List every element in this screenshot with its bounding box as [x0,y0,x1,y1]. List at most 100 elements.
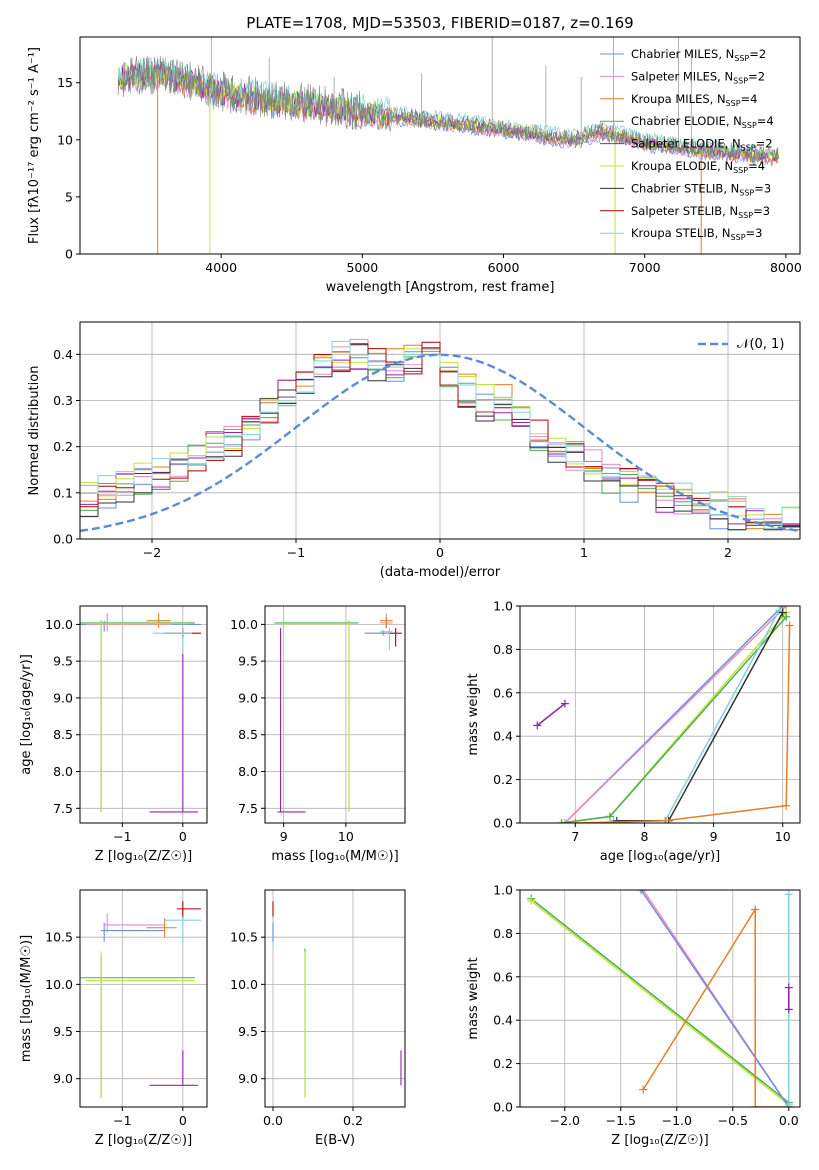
data-point [612,816,621,823]
series-chabrier-elodie [527,894,793,1107]
y-tick-label: 0.8 [493,926,513,941]
data-point [778,608,787,617]
y-tick-label: 0.2 [53,439,73,454]
y-tick-label: 8.0 [238,764,258,779]
y-tick-label: 10.0 [230,617,258,632]
legend-entry: Kroupa MILES, NSSP=4 [631,92,757,108]
y-tick-label: 9.5 [53,654,73,669]
series-line [561,612,787,823]
x-tick-label: 4000 [205,260,237,275]
y-tick-label: 9.0 [238,690,258,705]
series-kroupa-stelib [784,890,793,1107]
y-tick-label: 0.0 [493,816,513,831]
data-point [605,812,614,821]
axes-frame [79,605,208,824]
y-tick-label: 10 [57,132,73,147]
series-line [575,625,791,823]
series-kroupa-elodie [527,896,793,1107]
y-tick-label: 1.0 [493,883,513,898]
x-tick-label: 0 [179,829,187,844]
y-tick-label: 10.5 [230,930,258,945]
y-axis-label: mass weight [466,673,481,755]
data-point [784,1005,793,1014]
data-point [533,721,542,730]
errorbar-kroupa-elodie [86,622,189,812]
data-point [636,890,645,894]
mass-vs-EBV-plot-area [265,890,405,1107]
legend-entry: Kroupa ELODIE, NSSP=4 [631,159,765,175]
x-tick-label: 9 [280,829,288,844]
axes-frame [519,889,801,1108]
y-tick-label: 0.2 [493,1056,513,1071]
y-tick-label: 8.0 [53,764,73,779]
errorbar-kroupa-miles [146,613,171,629]
y-tick-label: 0.1 [53,485,73,500]
errorbar-chabrier-miles [101,923,165,942]
data-point [639,1085,648,1094]
legend-entry: Chabrier ELODIE, NSSP=4 [631,114,774,130]
panel-mass-vs-EBV: 0.0 0.2 9.0 9.5 10.0 10.5 E(B-V) [230,889,406,1148]
errorbar-chabrier-elodie [80,956,195,1098]
y-tick-label: 0.6 [493,685,513,700]
x-tick-label: 10 [338,829,354,844]
series-line [616,612,784,822]
x-tick-label: 6000 [488,260,520,275]
data-point [784,890,793,899]
observed-spectrum [122,55,779,164]
y-tick-label: 1.0 [493,599,513,614]
axes-frame [79,889,208,1108]
y-tick-label: 9.0 [238,1071,258,1086]
panel-age-vs-Z: −1 0 7.5 8.0 8.5 9.0 9.5 10.0 Z [log₁₀(Z/Z☉)] age… [19,605,208,864]
x-axis-label: Z [log₁₀(Z/Z☉)] [95,1133,192,1148]
errorbar-salpeter-elodie [149,1050,198,1086]
residuals-plot-area [80,322,800,539]
data-point [560,819,569,823]
x-tick-label: 7 [571,829,579,844]
x-tick-label: 10 [775,829,791,844]
data-point [557,819,566,823]
errorbar-salpeter-elodie [277,628,306,813]
x-axis-label: Z [log₁₀(Z/Z☉)] [611,1133,708,1148]
y-tick-label: 0.4 [53,347,73,362]
y-tick-label: 0.2 [493,772,513,787]
axes-frame [79,36,801,255]
y-tick-label: 0.0 [53,532,73,547]
data-point [784,1100,793,1107]
y-tick-label: 10.5 [45,930,73,945]
data-point [751,905,760,914]
x-tick-label: −1 [287,545,305,560]
age-vs-mass-plot-area [265,606,405,823]
histogram-kroupa-stelib [80,340,800,529]
x-axis-label: mass [log₁₀(M/M☉)] [271,849,398,864]
axes-frame [519,605,801,824]
y-tick-label: 0.4 [493,1013,513,1028]
legend-entry: Salpeter ELODIE, NSSP=2 [631,137,773,153]
age-vs-Z-plot-area [80,606,207,823]
series-line [536,703,566,726]
y-tick-label: 7.5 [53,801,73,816]
x-axis-label: wavelength [Angstrom, rest frame] [326,280,555,295]
y-tick-label: 15 [57,75,73,90]
panel-mass-vs-Z: −1 0 9.0 9.5 10.0 10.5 Z [log₁₀(Z/Z☉)] mass [lo… [19,889,208,1148]
mass-vs-Z-plot-area [80,890,207,1107]
legend-entry: Kroupa STELIB, NSSP=3 [631,226,762,242]
y-tick-label: 0 [65,247,73,262]
errorbar-kroupa-elodie [86,951,195,1098]
y-tick-label: 5 [65,189,73,204]
x-tick-label: −2.0 [550,1113,580,1128]
series-kroupa-miles [571,621,794,823]
errorbar-salpeter-miles [104,913,165,933]
data-point [571,819,580,823]
y-tick-label: 9.5 [238,654,258,669]
spectrum-plot-area [117,37,780,254]
series-salpeter-miles [560,606,791,823]
y-axis-label: age [log₁₀(age/yr)] [19,654,34,775]
x-tick-label: 9 [710,829,718,844]
x-tick-label: 0 [179,1113,187,1128]
data-point [785,621,794,630]
errorbar-salpeter-stelib [389,628,402,647]
legend-entry: Salpeter STELIB, NSSP=3 [631,204,770,220]
panel-age-vs-mass: 9 10 7.5 8.0 8.5 9.0 9.5 10.0 mass [log₁₀(M/M☉)] [230,605,406,864]
data-point [661,816,670,823]
errorbar-kroupa-elodie [277,622,353,812]
